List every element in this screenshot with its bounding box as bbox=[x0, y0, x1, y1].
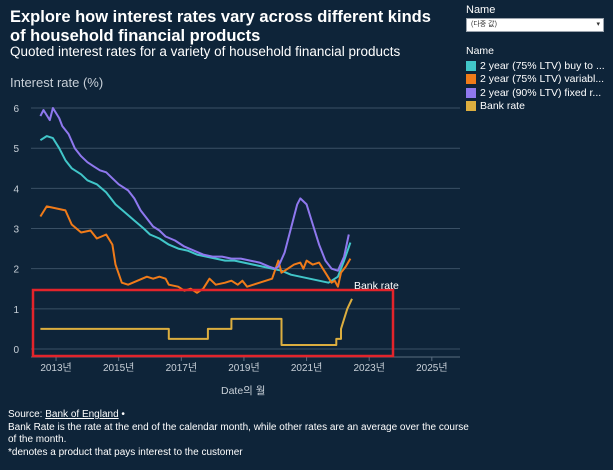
y-tick-label: 4 bbox=[13, 184, 19, 195]
y-tick-label: 1 bbox=[13, 305, 19, 316]
bank-rate-note: Bank Rate is the rate at the end of the … bbox=[8, 421, 469, 446]
x-tick-label: 2025년 bbox=[416, 362, 447, 374]
interest-note: *denotes a product that pays interest to… bbox=[8, 446, 243, 458]
legend-item[interactable]: Bank rate bbox=[466, 100, 611, 114]
x-tick-label: 2023년 bbox=[353, 362, 384, 374]
filter-label: Name bbox=[466, 4, 496, 16]
source-prefix: Source: bbox=[8, 409, 46, 420]
legend-label: 2 year (90% LTV) fixed r... bbox=[480, 86, 602, 99]
legend-swatch bbox=[466, 74, 476, 85]
x-tick-label: 2013년 bbox=[40, 362, 71, 374]
page-title: Explore how interest rates vary across d… bbox=[10, 8, 431, 45]
bank-of-england-link[interactable]: Bank of England bbox=[45, 409, 119, 420]
legend-label: Bank rate bbox=[480, 100, 525, 113]
name-filter: Name (다중 값) ▾ bbox=[466, 4, 604, 32]
legend-item[interactable]: 2 year (75% LTV) buy to ... bbox=[466, 59, 611, 73]
legend: Name 2 year (75% LTV) buy to ... 2 year … bbox=[466, 44, 611, 113]
x-tick-label: 2017년 bbox=[166, 362, 197, 374]
legend-title: Name bbox=[466, 45, 495, 57]
y-tick-label: 0 bbox=[13, 345, 19, 356]
legend-item[interactable]: 2 year (75% LTV) variabl... bbox=[466, 73, 611, 87]
y-tick-label: 6 bbox=[13, 104, 19, 115]
x-tick-label: 2021년 bbox=[291, 362, 322, 374]
y-axis-label: Interest rate (%) bbox=[10, 75, 104, 90]
legend-label: 2 year (75% LTV) buy to ... bbox=[480, 59, 605, 72]
y-tick-label: 5 bbox=[13, 144, 19, 155]
footer: Source: Bank of England • Bank Rate is t… bbox=[8, 409, 473, 459]
bank-rate-annotation: Bank rate bbox=[354, 280, 399, 292]
chevron-down-icon: ▾ bbox=[596, 21, 600, 28]
legend-item[interactable]: 2 year (90% LTV) fixed r... bbox=[466, 86, 611, 100]
x-axis-label: Date의 월 bbox=[221, 385, 266, 397]
name-filter-dropdown[interactable]: (다중 값) ▾ bbox=[466, 18, 604, 32]
page-subtitle: Quoted interest rates for a variety of h… bbox=[10, 44, 401, 59]
series-line bbox=[40, 298, 353, 346]
legend-swatch bbox=[466, 87, 476, 98]
source-suffix: • bbox=[118, 409, 125, 420]
x-tick-label: 2019년 bbox=[228, 362, 259, 374]
series-line bbox=[39, 107, 350, 272]
series-line bbox=[39, 135, 352, 284]
legend-swatch bbox=[466, 101, 476, 112]
highlight-box bbox=[31, 288, 395, 358]
y-tick-label: 2 bbox=[13, 265, 19, 276]
legend-swatch bbox=[466, 60, 476, 71]
filter-value: (다중 값) bbox=[471, 21, 497, 28]
y-tick-label: 3 bbox=[13, 225, 19, 236]
legend-label: 2 year (75% LTV) variabl... bbox=[480, 73, 605, 86]
x-tick-label: 2015년 bbox=[103, 362, 134, 374]
source-line: Source: Bank of England • bbox=[8, 409, 473, 422]
series-line bbox=[39, 205, 352, 294]
